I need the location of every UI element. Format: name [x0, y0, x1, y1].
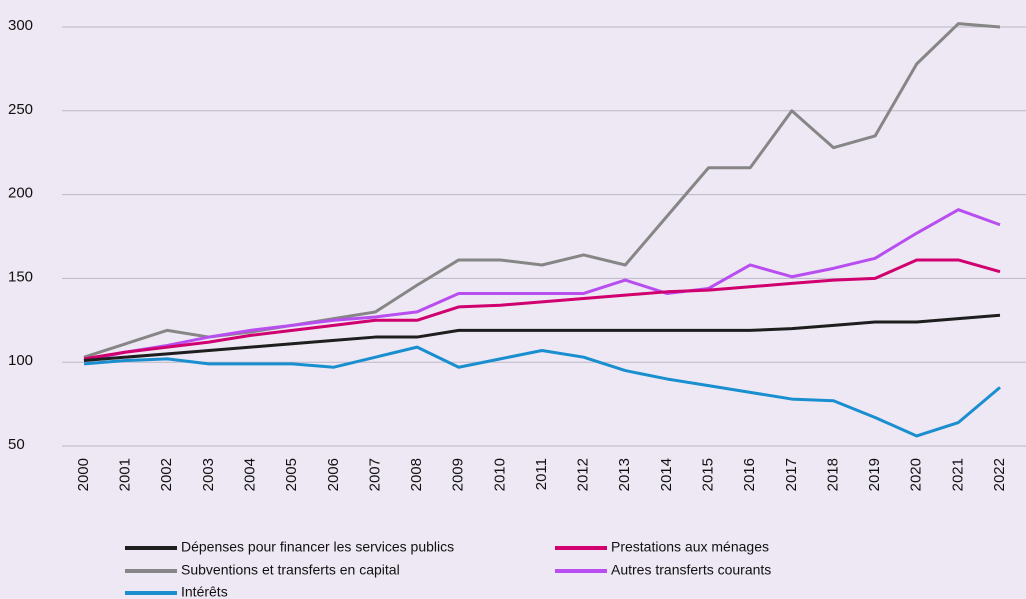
- legend-label: Intérêts: [181, 584, 228, 599]
- x-tick-label: 2008: [408, 458, 425, 491]
- line-series: [83, 345, 1001, 438]
- y-tick-label: 150: [8, 268, 33, 285]
- x-tick-label: 2012: [575, 458, 592, 491]
- x-tick-label: 2003: [200, 458, 217, 491]
- x-tick-label: 2005: [283, 458, 300, 491]
- y-tick-label: 50: [8, 436, 25, 453]
- legend-label: Subventions et transferts en capital: [181, 562, 400, 578]
- line-series: [83, 258, 1001, 361]
- legend-label: Prestations aux ménages: [611, 539, 769, 555]
- x-tick-label: 2019: [866, 458, 883, 491]
- x-tick-label: 2022: [991, 458, 1008, 491]
- x-tick-label: 2004: [242, 458, 259, 491]
- x-tick-label: 2020: [908, 458, 925, 491]
- x-tick-label: 2007: [366, 458, 383, 491]
- x-tick-label: 2011: [533, 458, 550, 490]
- y-tick-label: 250: [8, 101, 33, 118]
- x-tick-label: 2006: [325, 458, 342, 491]
- x-tick-label: 2017: [783, 458, 800, 491]
- line-series: [83, 22, 1001, 359]
- x-tick-label: 2009: [450, 458, 467, 491]
- y-tick-label: 200: [8, 185, 33, 202]
- x-tick-label: 2002: [158, 458, 175, 491]
- y-tick-label: 300: [8, 17, 33, 34]
- x-tick-label: 2001: [117, 458, 134, 491]
- legend-label: Dépenses pour financer les services publ…: [181, 539, 454, 555]
- line-series: [83, 208, 1001, 362]
- y-tick-label: 100: [8, 352, 33, 369]
- x-tick-label: 2018: [824, 458, 841, 491]
- x-tick-label: 2015: [700, 458, 717, 491]
- x-tick-label: 2013: [616, 458, 633, 491]
- x-tick-label: 2010: [491, 458, 508, 491]
- x-tick-label: 2016: [741, 458, 758, 491]
- legend-label: Autres transferts courants: [611, 562, 771, 578]
- x-tick-label: 2021: [949, 458, 966, 491]
- x-tick-label: 2014: [658, 458, 675, 491]
- line-series: [83, 313, 1001, 363]
- x-tick-label: 2000: [75, 458, 92, 491]
